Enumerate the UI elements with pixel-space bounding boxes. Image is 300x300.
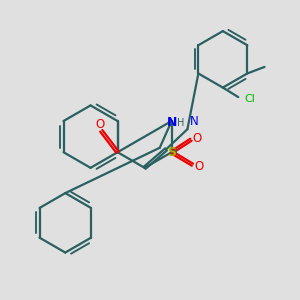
Text: Cl: Cl <box>244 94 255 103</box>
Text: N: N <box>190 115 199 128</box>
Text: H: H <box>177 118 184 128</box>
Text: N: N <box>167 116 177 129</box>
Text: H: H <box>170 147 178 157</box>
Text: O: O <box>95 118 105 131</box>
Text: O: O <box>193 132 202 145</box>
Text: S: S <box>167 146 176 159</box>
Text: O: O <box>194 160 204 173</box>
